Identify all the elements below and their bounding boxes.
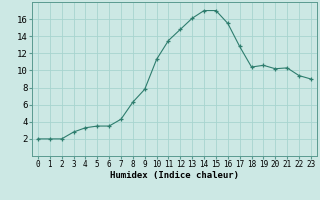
X-axis label: Humidex (Indice chaleur): Humidex (Indice chaleur) <box>110 171 239 180</box>
